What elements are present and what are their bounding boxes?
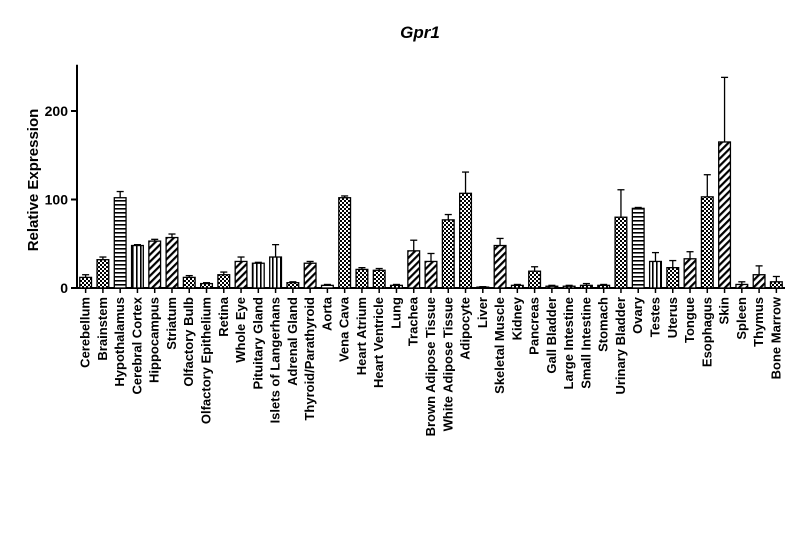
bar (407, 250, 421, 289)
x-tick-label: Liver (475, 297, 490, 328)
x-tick-label: Thymus (751, 297, 766, 347)
bar (389, 284, 403, 289)
y-tick-label: 200 (45, 103, 69, 119)
bar (234, 260, 248, 289)
bar (510, 284, 524, 289)
x-tick-label: Urinary Bladder (613, 297, 628, 395)
bar (597, 284, 611, 289)
x-tick-label: Retina (216, 296, 231, 337)
bar (718, 141, 732, 289)
x-tick-label: Spleen (734, 297, 749, 340)
bar (459, 192, 473, 289)
x-tick-label: Lung (388, 297, 403, 329)
bar (269, 256, 283, 289)
bar (752, 274, 766, 289)
bar (528, 270, 542, 289)
x-tick-label: Testes (647, 297, 662, 337)
x-tick-label: Islets of Langerhans (268, 297, 283, 423)
bar (700, 196, 714, 289)
bar (372, 269, 386, 289)
x-tick-label: Hypothalamus (112, 297, 127, 387)
bar (96, 259, 110, 289)
x-tick-label: Brainstem (95, 297, 110, 361)
x-tick-label: Cerebral Cortex (129, 296, 144, 394)
x-tick-label: Esophagus (699, 297, 714, 367)
chart-title: Gpr1 (400, 23, 440, 42)
x-tick-label: Stomach (596, 297, 611, 352)
y-tick-label: 100 (45, 192, 69, 208)
bar (424, 260, 438, 289)
bar (631, 207, 645, 289)
bar (199, 282, 214, 289)
x-tick-label: Brown Adipose Tissue (423, 297, 438, 436)
bar (614, 216, 628, 289)
bar (338, 197, 352, 289)
bar (666, 266, 680, 289)
bar (441, 219, 455, 289)
x-tick-label: Hippocampus (147, 297, 162, 383)
bar (148, 240, 162, 289)
bar (251, 262, 265, 289)
x-tick-label: Ovary (630, 296, 645, 334)
bar (182, 276, 196, 289)
bar (355, 268, 369, 289)
bar (320, 284, 334, 289)
x-tick-label: Pancreas (527, 297, 542, 355)
x-tick-label: Uterus (665, 297, 680, 338)
x-tick-label: Vena Cava (337, 296, 352, 362)
x-tick-label: Pituitary Gland (250, 297, 265, 390)
x-tick-label: Adrenal Gland (285, 297, 300, 386)
x-tick-label: Kidney (509, 296, 524, 340)
bar (286, 282, 300, 289)
bar (165, 236, 179, 289)
x-tick-label: Trachea (406, 296, 421, 346)
x-tick-label: Skeletal Muscle (492, 297, 507, 394)
x-tick-label: Bone Marrow (768, 296, 783, 379)
y-axis-label: Relative Expression (25, 109, 42, 252)
x-tick-label: Heart Ventricle (371, 297, 386, 388)
bar (217, 274, 231, 289)
x-tick-label: Olfactory Epithelium (199, 297, 214, 424)
bar (493, 244, 507, 289)
bar (648, 260, 663, 289)
x-tick-label: Cerebellum (78, 297, 93, 368)
x-tick-label: Large Intestine (561, 297, 576, 389)
x-tick-label: Skin (717, 297, 732, 325)
bar (303, 262, 317, 289)
x-tick-labels: Cerebellum Brainstem Hypothalamus Cerebral … (78, 288, 783, 436)
bar (130, 244, 144, 289)
bar (683, 258, 697, 289)
x-tick-label: Whole Eye (233, 297, 248, 363)
bar (562, 285, 576, 289)
bar (545, 285, 559, 289)
y-tick-label: 0 (60, 280, 68, 296)
x-tick-label: Gall Bladder (544, 297, 559, 374)
bar (769, 281, 783, 289)
x-tick-label: Striatum (164, 297, 179, 350)
bars (79, 76, 783, 289)
x-tick-label: Olfactory Bulb (181, 297, 196, 387)
x-tick-label: White Adipose Tissue (440, 297, 455, 431)
bar (735, 283, 749, 289)
x-tick-label: Thyroid/Parathyroid (302, 297, 317, 421)
bar (579, 284, 593, 289)
x-tick-label: Adipocyte (458, 297, 473, 360)
bar (113, 197, 127, 289)
x-tick-label: Small Intestine (578, 297, 593, 389)
x-tick-label: Aorta (319, 296, 334, 331)
x-tick-label: Heart Atrium (354, 297, 369, 375)
x-tick-label: Tongue (682, 297, 697, 343)
bar (79, 276, 93, 289)
